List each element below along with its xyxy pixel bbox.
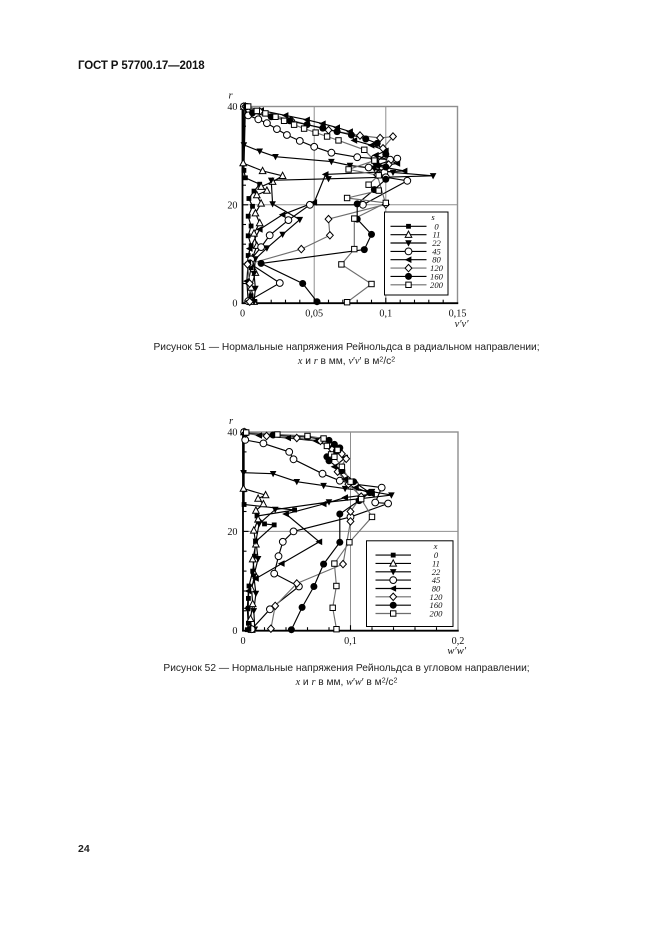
svg-text:200: 200 <box>430 280 444 290</box>
svg-text:40: 40 <box>227 102 237 113</box>
svg-text:w′w′: w′w′ <box>447 646 466 657</box>
svg-text:20: 20 <box>227 527 237 538</box>
svg-text:45: 45 <box>432 246 441 256</box>
svg-text:0: 0 <box>240 636 245 647</box>
svg-text:40: 40 <box>227 428 237 439</box>
svg-text:22: 22 <box>432 238 441 248</box>
svg-text:0: 0 <box>240 309 245 320</box>
svg-text:0,15: 0,15 <box>449 309 467 320</box>
svg-text:20: 20 <box>227 200 237 211</box>
svg-text:x: x <box>433 541 438 551</box>
svg-text:160: 160 <box>430 271 444 281</box>
svg-text:11: 11 <box>432 558 440 568</box>
svg-text:0: 0 <box>434 550 439 560</box>
svg-text:80: 80 <box>432 584 441 594</box>
svg-text:0,1: 0,1 <box>344 636 357 647</box>
svg-text:200: 200 <box>430 609 444 619</box>
svg-text:11: 11 <box>433 230 441 240</box>
svg-text:0,2: 0,2 <box>452 636 465 647</box>
svg-text:r: r <box>228 91 233 102</box>
svg-text:r: r <box>229 416 234 427</box>
svg-text:120: 120 <box>430 263 444 273</box>
svg-text:0: 0 <box>434 221 439 231</box>
svg-text:0: 0 <box>232 626 237 637</box>
svg-text:80: 80 <box>432 255 441 265</box>
svg-text:0,05: 0,05 <box>305 309 323 320</box>
svg-text:v′v′: v′v′ <box>455 319 470 330</box>
svg-text:45: 45 <box>432 575 441 585</box>
svg-text:0: 0 <box>232 299 237 310</box>
svg-text:22: 22 <box>432 567 441 577</box>
svg-text:160: 160 <box>430 600 444 610</box>
svg-text:s: s <box>431 212 435 222</box>
svg-text:120: 120 <box>430 592 444 602</box>
svg-text:0,1: 0,1 <box>379 309 392 320</box>
